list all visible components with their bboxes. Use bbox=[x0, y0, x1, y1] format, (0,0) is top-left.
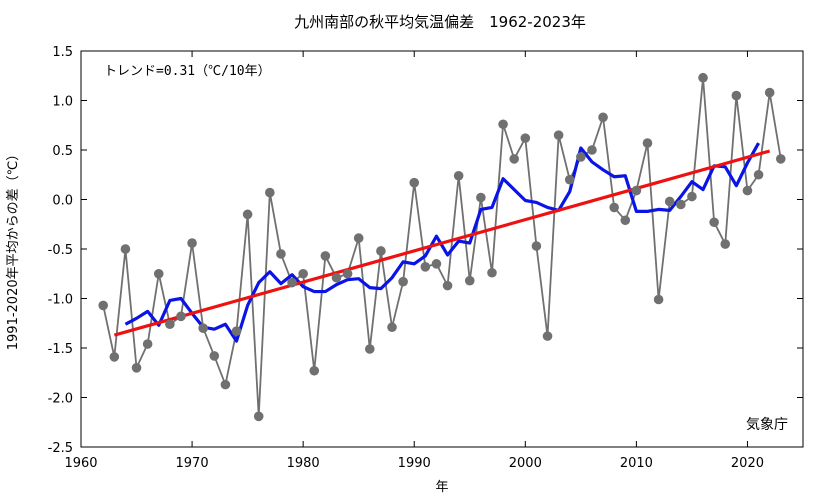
plot-frame bbox=[80, 50, 804, 448]
annual-point bbox=[620, 215, 631, 226]
x-tick-label: 2010 bbox=[620, 456, 653, 471]
annual-point bbox=[376, 246, 386, 256]
annual-point bbox=[598, 112, 608, 123]
annual-point bbox=[431, 259, 442, 269]
x-tick-label: 2000 bbox=[509, 456, 542, 471]
annual-point bbox=[453, 170, 464, 181]
y-tick-label: 1.0 bbox=[52, 95, 73, 110]
annual-point bbox=[753, 169, 764, 180]
annual-point bbox=[420, 262, 431, 272]
y-tick-label: 0.5 bbox=[52, 144, 73, 159]
x-axis: 1960 1970 1980 1990 2000 2010 2020 bbox=[64, 51, 764, 471]
annual-point bbox=[309, 365, 320, 376]
annual-anomaly-line bbox=[102, 77, 782, 417]
annual-point bbox=[231, 326, 242, 336]
annual-point bbox=[687, 191, 697, 202]
annual-point bbox=[142, 339, 153, 349]
annual-point bbox=[720, 239, 731, 249]
credit-label: 気象庁 bbox=[746, 417, 788, 433]
y-tick-label: -2.0 bbox=[48, 392, 73, 407]
chart-title: 九州南部の秋平均気温偏差 1962-2023年 bbox=[294, 13, 586, 31]
running-mean-line bbox=[124, 142, 760, 343]
annual-point bbox=[564, 174, 575, 185]
annual-point bbox=[676, 199, 686, 210]
annual-point bbox=[253, 411, 264, 422]
annual-point bbox=[98, 300, 109, 311]
annual-point bbox=[387, 322, 397, 333]
x-tick-label: 1970 bbox=[176, 456, 209, 471]
x-tick-label: 2020 bbox=[731, 456, 764, 471]
series-layer bbox=[98, 72, 786, 422]
annual-point bbox=[442, 280, 453, 291]
annual-point bbox=[353, 233, 364, 243]
x-tick-label: 1990 bbox=[398, 456, 431, 471]
trend-annotation: トレンド=0.31（℃/10年） bbox=[104, 64, 271, 79]
annual-point bbox=[731, 90, 742, 101]
annual-point bbox=[176, 311, 186, 322]
annual-point bbox=[165, 319, 175, 330]
annual-point bbox=[709, 217, 719, 228]
annual-point bbox=[653, 294, 664, 305]
annual-point bbox=[742, 185, 753, 196]
x-tick-label: 1980 bbox=[287, 456, 320, 471]
annual-point bbox=[531, 241, 542, 251]
annual-point bbox=[365, 344, 375, 354]
annual-point bbox=[109, 352, 120, 362]
trend-line bbox=[113, 149, 771, 337]
annual-point bbox=[542, 331, 553, 341]
annual-point bbox=[487, 267, 497, 278]
annual-point bbox=[320, 251, 331, 261]
annual-point bbox=[764, 87, 775, 98]
annual-point bbox=[209, 351, 220, 361]
annual-point bbox=[498, 119, 508, 130]
annual-point bbox=[220, 379, 231, 390]
y-axis-label: 1991-2020年平均からの差（℃） bbox=[6, 148, 21, 350]
annual-point bbox=[609, 202, 619, 213]
x-axis-label: 年 bbox=[435, 480, 448, 495]
annual-point bbox=[131, 363, 142, 373]
y-tick-label: 0.0 bbox=[52, 194, 73, 209]
y-tick-label: 1.5 bbox=[52, 45, 73, 60]
annual-point bbox=[187, 238, 197, 248]
annual-point bbox=[276, 249, 286, 259]
annual-point bbox=[553, 130, 564, 140]
y-tick-label: -0.5 bbox=[48, 243, 73, 258]
annual-point bbox=[576, 152, 586, 162]
annual-point bbox=[120, 244, 131, 254]
y-tick-label: -1.5 bbox=[48, 342, 73, 357]
annual-point bbox=[398, 276, 408, 287]
annual-point bbox=[409, 177, 420, 188]
annual-point bbox=[775, 154, 786, 164]
annual-point bbox=[698, 72, 708, 83]
annual-point bbox=[664, 196, 675, 207]
y-axis: -2.5 -2.0 -1.5 -1.0 -0.5 0.0 0.5 1.0 1.5 bbox=[48, 45, 803, 456]
annual-point bbox=[631, 185, 642, 196]
annual-point bbox=[265, 187, 275, 198]
annual-point bbox=[298, 268, 308, 279]
annual-point bbox=[587, 145, 597, 155]
y-tick-label: -1.0 bbox=[48, 293, 73, 308]
x-tick-label: 1960 bbox=[64, 456, 97, 471]
annual-point bbox=[520, 133, 531, 143]
annual-point bbox=[509, 154, 519, 164]
annual-point bbox=[153, 268, 164, 279]
annual-point bbox=[198, 323, 208, 334]
y-tick-label: -2.5 bbox=[48, 441, 73, 456]
annual-point bbox=[287, 277, 297, 288]
annual-point bbox=[342, 268, 353, 279]
annual-point bbox=[464, 275, 475, 286]
annual-point bbox=[331, 272, 342, 283]
annual-point bbox=[242, 209, 253, 220]
annual-point bbox=[642, 138, 653, 148]
annual-point bbox=[476, 192, 486, 203]
